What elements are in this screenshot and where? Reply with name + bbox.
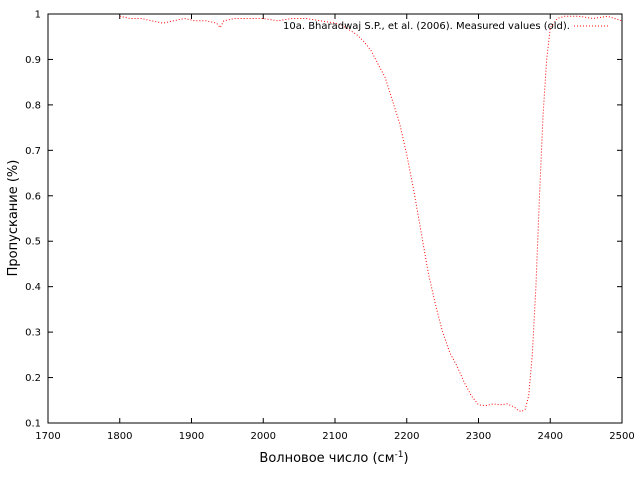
legend: 10a. Bharadwaj S.P., et al. (2006). Meas… <box>283 21 608 32</box>
y-tick-label: 0.9 <box>25 55 41 66</box>
x-tick-label: 2100 <box>322 431 347 442</box>
x-axis-label-main: Волновое число (см <box>259 451 394 466</box>
x-tick-label: 2300 <box>466 431 491 442</box>
x-axis-label-superscript: -1 <box>395 450 404 460</box>
y-tick-label: 0.8 <box>25 100 41 111</box>
y-axis-ticks: 0.1 0.2 0.3 0.4 0.5 0.6 0.7 0.8 0.9 1 <box>25 10 622 430</box>
y-tick-label: 0.2 <box>25 373 41 384</box>
x-tick-label: 2000 <box>251 431 276 442</box>
series-group <box>119 15 623 413</box>
x-tick-label: 1700 <box>35 431 60 442</box>
y-tick-label: 0.1 <box>25 419 41 430</box>
x-tick-label: 1800 <box>107 431 132 442</box>
y-tick-label: 0.5 <box>25 237 41 248</box>
x-axis-label: Волновое число (см-1) <box>259 450 408 466</box>
x-tick-label: 2400 <box>538 431 563 442</box>
legend-entry-label: 10a. Bharadwaj S.P., et al. (2006). Meas… <box>283 21 570 32</box>
y-tick-label: 0.7 <box>25 146 41 157</box>
series-line <box>119 15 623 413</box>
x-tick-label: 1900 <box>179 431 204 442</box>
y-axis-label: Пропускание (%) <box>6 160 21 277</box>
y-tick-label: 0.6 <box>25 191 41 202</box>
y-tick-label: 0.4 <box>25 282 41 293</box>
y-tick-label: 1 <box>35 10 41 21</box>
y-tick-label: 0.3 <box>25 328 41 339</box>
x-axis-ticks: 1700 1800 1900 2000 2100 2200 2300 2400 2500 <box>35 14 635 442</box>
x-tick-label: 2500 <box>609 431 634 442</box>
plot-frame <box>47 13 623 424</box>
x-tick-label: 2200 <box>394 431 419 442</box>
x-axis-label-close: ) <box>403 451 408 466</box>
